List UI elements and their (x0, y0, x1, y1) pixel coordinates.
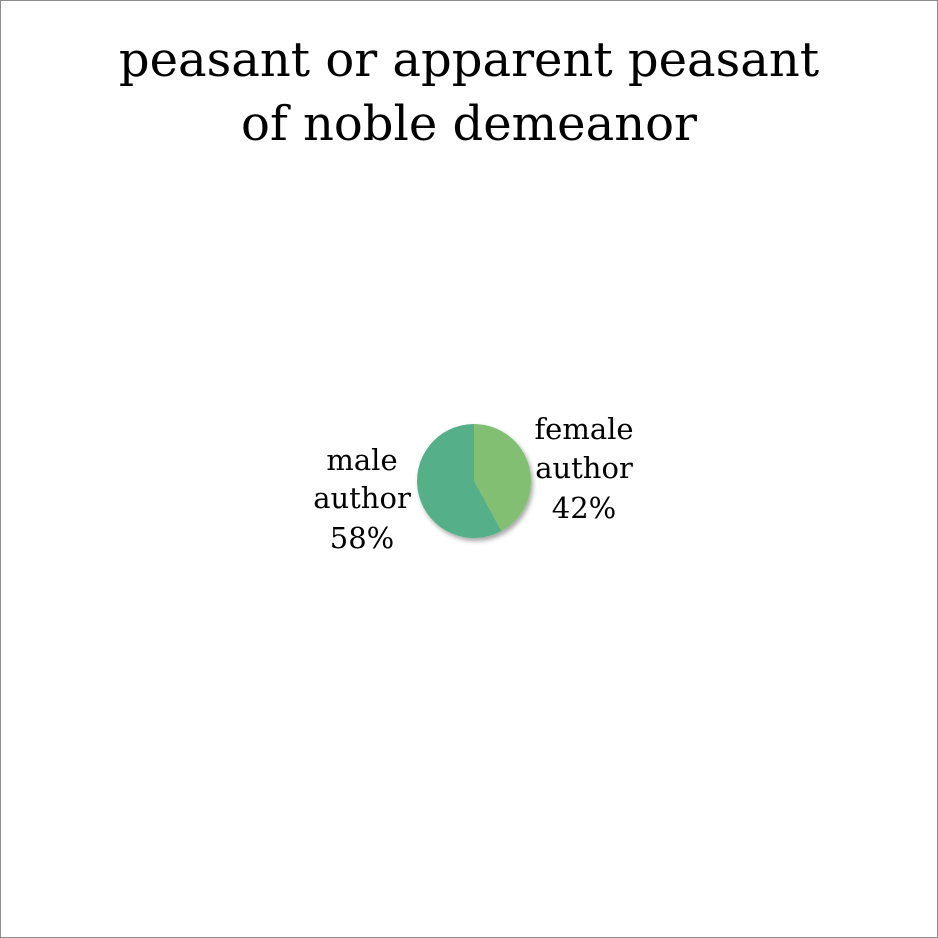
data-label-female-line-1: female (534, 412, 633, 446)
data-label-male-line-2: author (313, 481, 411, 515)
chart-title-line-1: peasant or apparent peasant (119, 32, 819, 88)
pie-slices (416, 424, 531, 538)
pie-slice-male-author (416, 424, 502, 538)
data-label-male-line-1: male (326, 443, 397, 477)
chart-title-line-2: of noble demeanor (241, 96, 697, 152)
data-label-female-line-2: author (535, 451, 633, 485)
data-label-female-author: female author 42% (534, 412, 633, 525)
data-label-female-percent: 42% (552, 491, 616, 525)
data-label-male-author: male author 58% (313, 443, 411, 555)
pie-slice-female-author (474, 424, 531, 531)
data-label-male-percent: 58% (330, 521, 394, 555)
